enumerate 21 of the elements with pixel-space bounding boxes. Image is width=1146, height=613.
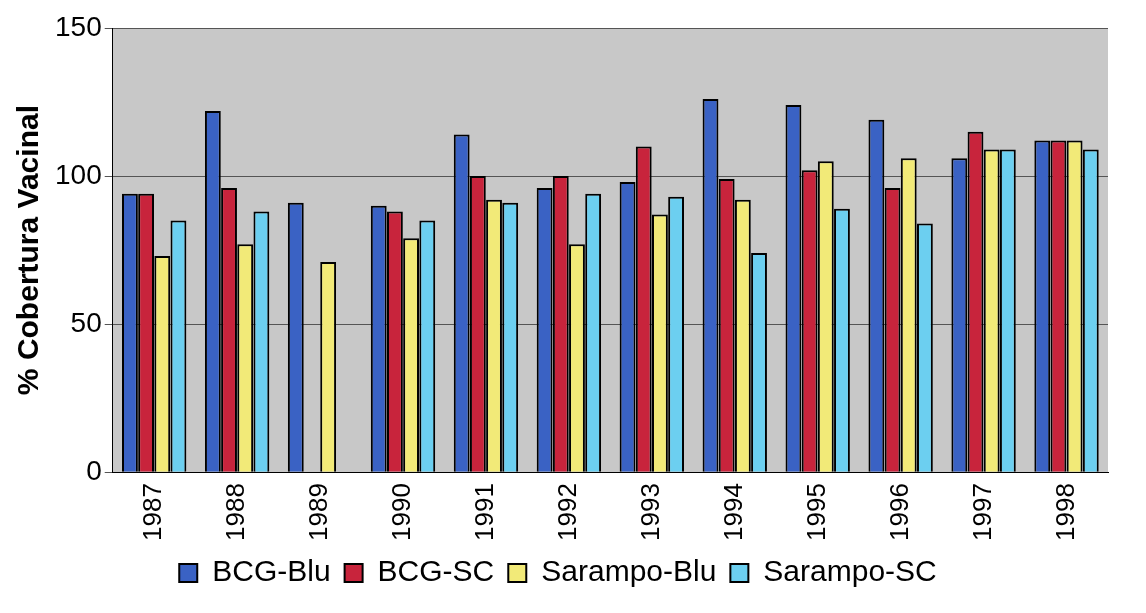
x-tick-label: 1992 bbox=[552, 483, 583, 541]
y-tick-label: 150 bbox=[55, 10, 102, 42]
x-tick-label: 1995 bbox=[800, 483, 831, 541]
x-tick-label: 1997 bbox=[966, 483, 997, 541]
x-tick-label: 1987 bbox=[137, 483, 168, 541]
x-tick-label: 1996 bbox=[883, 483, 914, 541]
y-axis-title: % Cobertura Vacinal bbox=[11, 105, 45, 396]
legend-label: BCG-SC bbox=[377, 554, 495, 588]
y-tick-label: 100 bbox=[55, 158, 102, 190]
legend-label: BCG-Blu bbox=[212, 554, 331, 588]
x-tick-label: 1994 bbox=[717, 483, 748, 541]
x-tick-label: 1998 bbox=[1049, 483, 1080, 541]
x-tick-label: 1988 bbox=[220, 483, 251, 541]
y-tick-label: 50 bbox=[70, 306, 102, 338]
x-tick-label: 1993 bbox=[635, 483, 665, 541]
y-tick-label: 0 bbox=[86, 454, 102, 486]
legend-label: Sarampo-SC bbox=[763, 554, 937, 588]
x-tick-label: 1989 bbox=[303, 483, 334, 541]
legend-label: Sarampo-Blu bbox=[541, 554, 717, 588]
x-tick-label: 1990 bbox=[386, 483, 417, 541]
x-tick-label: 1991 bbox=[469, 483, 500, 541]
